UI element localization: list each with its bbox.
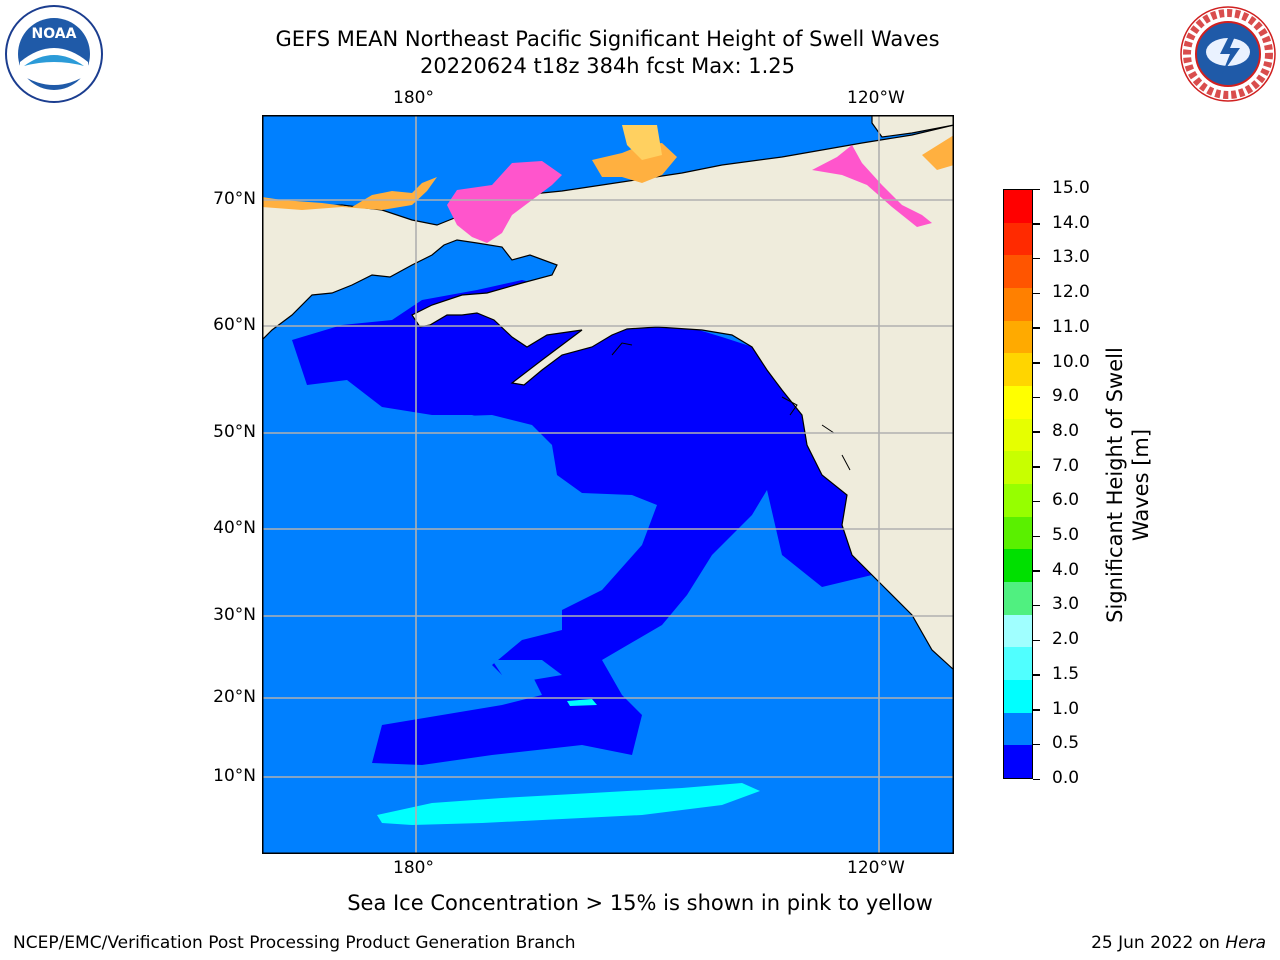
- sea-ice-pink-strait: [447, 161, 562, 243]
- colorbar-tick-label: 1.0: [1052, 698, 1080, 719]
- colorbar-tick-label: 0.5: [1052, 733, 1080, 754]
- colorbar-tick-mark: [1033, 778, 1040, 780]
- colorbar-tick-mark: [1033, 743, 1040, 746]
- noaa-logo: NOAA: [5, 5, 103, 103]
- colorbar-segment: [1004, 222, 1032, 256]
- colorbar-tick-label: 9.0: [1052, 386, 1080, 407]
- lat-label-60n: 60°N: [213, 315, 256, 335]
- colorbar-tick-mark: [1033, 257, 1040, 260]
- lon-label-bottom-180: 180°: [393, 858, 434, 878]
- coastline-detail: [611, 342, 851, 471]
- colorbar-segment: [1004, 745, 1032, 778]
- ocean-cyan-patch: [567, 699, 597, 706]
- sea-ice-pink-right: [812, 145, 932, 227]
- colorbar-tick-label: 3.0: [1052, 594, 1080, 615]
- colorbar-tick-mark: [1033, 188, 1040, 190]
- colorbar-tick-label: 14.0: [1052, 212, 1090, 233]
- sea-ice-note: Sea Ice Concentration > 15% is shown in …: [347, 891, 933, 915]
- colorbar-tick-mark: [1033, 396, 1040, 399]
- map-subtitle: 20220624 t18z 384h fcst Max: 1.25: [420, 54, 795, 78]
- colorbar-segment: [1004, 190, 1032, 223]
- footer-credit: NCEP/EMC/Verification Post Processing Pr…: [13, 933, 576, 953]
- land-alaska-canada: [262, 124, 954, 671]
- nws-logo: [1180, 6, 1276, 102]
- colorbar-tick-mark: [1033, 327, 1040, 329]
- ocean-mid-intrusion: [262, 383, 562, 500]
- lon-label-top-120w: 120°W: [847, 88, 905, 108]
- colorbar-tick-mark: [1033, 639, 1040, 642]
- colorbar-tick-mark: [1033, 709, 1040, 711]
- lat-label-10n: 10°N: [213, 766, 256, 786]
- colorbar-segment: [1004, 712, 1032, 746]
- colorbar-tick-label: 8.0: [1052, 420, 1080, 441]
- colorbar-tick-label: 7.0: [1052, 455, 1080, 476]
- colorbar-segment: [1004, 549, 1032, 583]
- ocean-low-region: [292, 280, 872, 765]
- colorbar-tick-mark: [1033, 570, 1040, 572]
- colorbar-segment: [1004, 451, 1032, 485]
- colorbar-tick-mark: [1033, 362, 1040, 364]
- colorbar-tick-label: 1.5: [1052, 663, 1080, 684]
- colorbar-tick-mark: [1033, 535, 1040, 538]
- lat-label-50n: 50°N: [213, 422, 256, 442]
- footer-date: 25 Jun 2022 on Hera: [1091, 933, 1266, 953]
- ocean-cyan-band: [377, 783, 760, 825]
- map-title: GEFS MEAN Northeast Pacific Significant …: [275, 27, 940, 51]
- colorbar-segment: [1004, 255, 1032, 289]
- noaa-logo-text: NOAA: [32, 26, 77, 42]
- colorbar-tick-label: 6.0: [1052, 490, 1080, 511]
- colorbar-segment: [1004, 484, 1032, 517]
- lon-label-bottom-120w: 120°W: [847, 858, 905, 878]
- colorbar-segment: [1004, 680, 1032, 713]
- colorbar-label: Significant Height of Swell Waves [m]: [1103, 347, 1153, 623]
- colorbar-tick-mark: [1033, 292, 1040, 295]
- sea-ice-orange-left: [262, 177, 437, 210]
- footer-date-text: 25 Jun 2022 on: [1091, 933, 1226, 953]
- map-panel: [262, 115, 954, 854]
- lat-label-70n: 70°N: [213, 189, 256, 209]
- colorbar-tick-label: 12.0: [1052, 282, 1090, 303]
- map-frame: [262, 115, 954, 854]
- colorbar-segment: [1004, 353, 1032, 387]
- colorbar-tick-mark: [1033, 604, 1040, 607]
- colorbar-tick-mark: [1033, 431, 1040, 433]
- colorbar-tick-label: 10.0: [1052, 351, 1090, 372]
- colorbar-tick-label: 11.0: [1052, 316, 1090, 337]
- colorbar-tick-mark: [1033, 223, 1040, 225]
- colorbar-tick-label: 5.0: [1052, 525, 1080, 546]
- lat-label-40n: 40°N: [213, 518, 256, 538]
- lat-label-20n: 20°N: [213, 687, 256, 707]
- colorbar-segment: [1004, 288, 1032, 321]
- colorbar-segment: [1004, 516, 1032, 550]
- colorbar-segment: [1004, 647, 1032, 681]
- graticule: [262, 115, 954, 854]
- colorbar-segment: [1004, 386, 1032, 419]
- colorbar-tick-label: 0.0: [1052, 768, 1080, 788]
- colorbar-tick-label: 2.0: [1052, 629, 1080, 650]
- footer-host: Hera: [1225, 933, 1266, 953]
- colorbar: [1003, 189, 1033, 779]
- land-arctic-top: [871, 115, 954, 138]
- sea-ice-yellow: [622, 125, 662, 160]
- colorbar-segment: [1004, 320, 1032, 354]
- colorbar-segment: [1004, 582, 1032, 615]
- colorbar-tick-label: 4.0: [1052, 559, 1080, 580]
- sea-ice-orange-right: [922, 135, 954, 170]
- colorbar-tick-label: 13.0: [1052, 247, 1090, 268]
- colorbar-segment: [1004, 614, 1032, 648]
- lon-label-top-180: 180°: [393, 88, 434, 108]
- colorbar-segment: [1004, 418, 1032, 452]
- ocean-mid-patch: [492, 660, 562, 680]
- colorbar-tick-mark: [1033, 466, 1040, 468]
- lat-label-30n: 30°N: [213, 605, 256, 625]
- colorbar-tick-mark: [1033, 674, 1040, 676]
- colorbar-tick-mark: [1033, 500, 1040, 503]
- colorbar-tick-label: 15.0: [1052, 178, 1090, 198]
